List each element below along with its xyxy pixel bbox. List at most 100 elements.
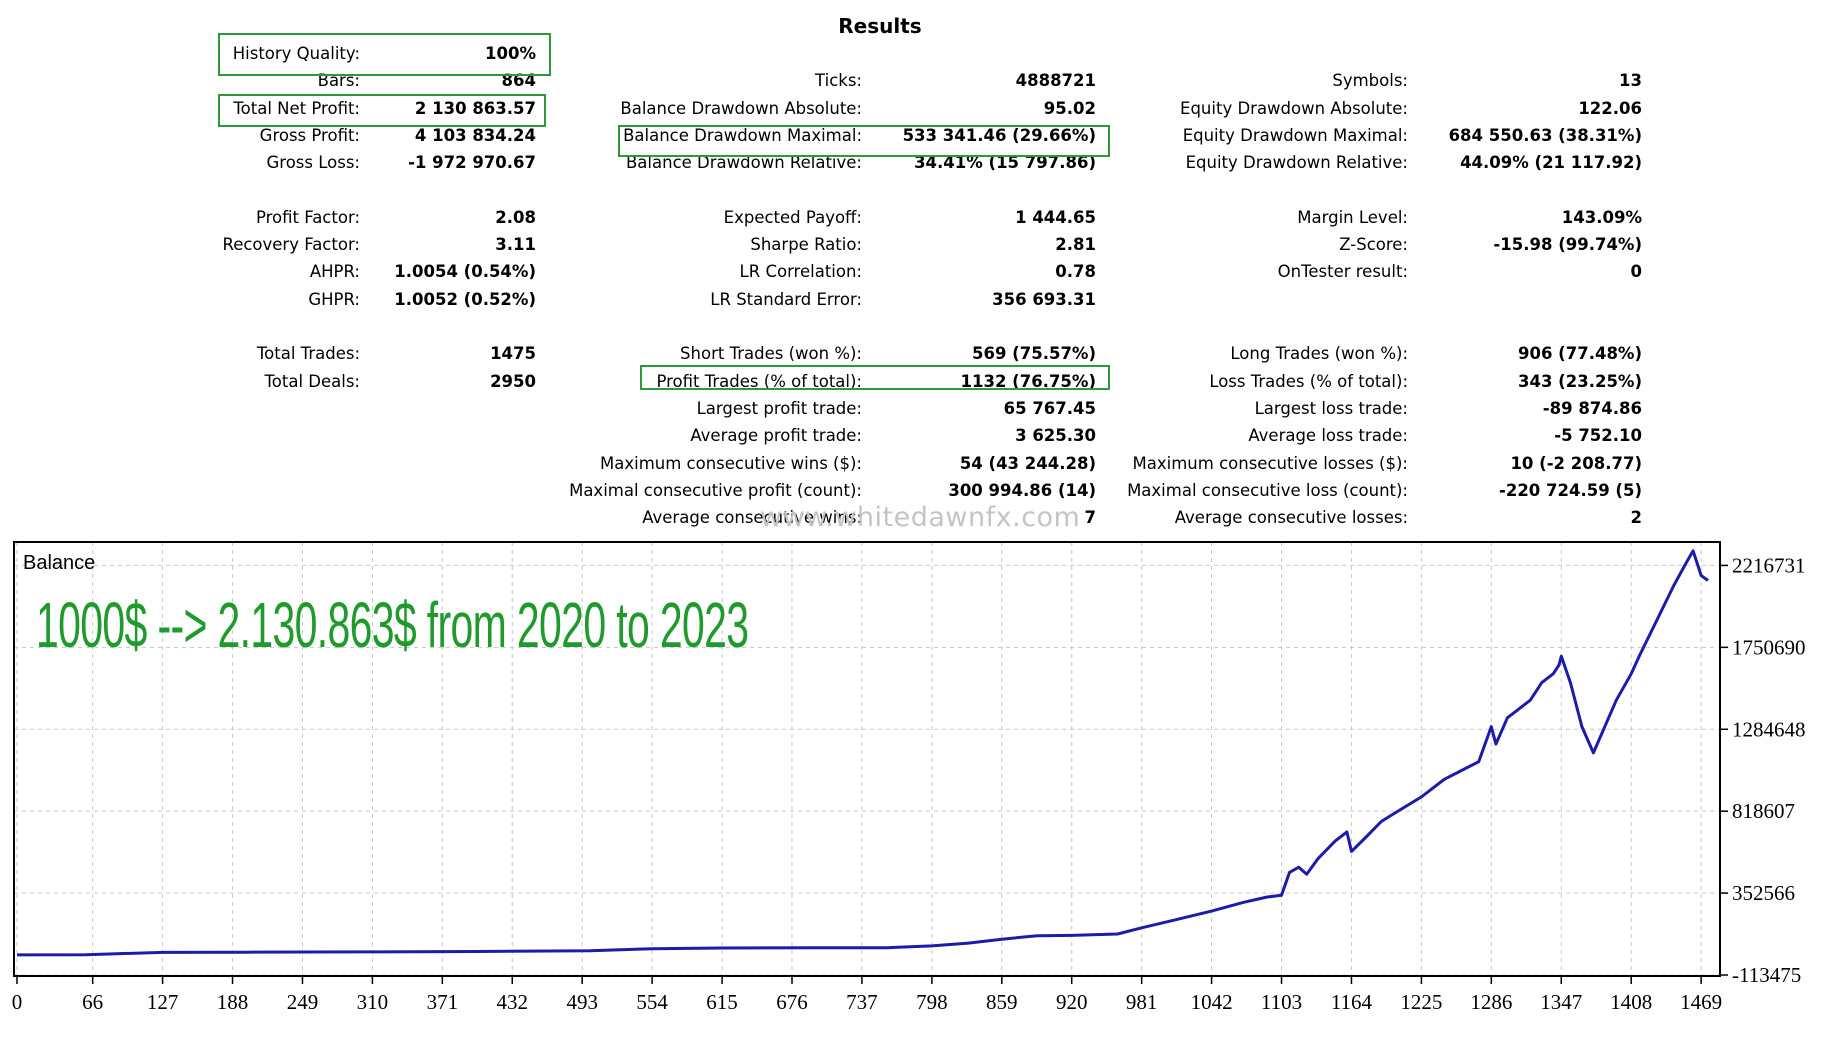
x-tick-label: 981 xyxy=(1126,990,1158,1014)
chart-frame xyxy=(13,541,1721,977)
x-tick-label: 1347 xyxy=(1540,990,1582,1014)
stat-row: Equity Drawdown Relative: 44.09% (21 117.… xyxy=(0,153,1650,180)
stat-label: Gross Profit: xyxy=(259,125,360,145)
stat-label: Equity Drawdown Absolute: xyxy=(1180,98,1408,118)
stat-row: LR Standard Error: 356 693.31 xyxy=(0,290,1100,317)
stat-row: AHPR: 1.0054 (0.54%) xyxy=(0,262,560,289)
x-tick-label: 1225 xyxy=(1400,990,1442,1014)
stat-row: Maximal consecutive profit (count): 300 9… xyxy=(0,481,1100,508)
stat-value: 1.0054 (0.54%) xyxy=(394,262,536,282)
stat-value: 684 550.63 (38.31%) xyxy=(1448,125,1642,145)
x-tick-label: 0 xyxy=(12,990,23,1014)
chart-frame-border xyxy=(13,541,1721,977)
stat-label: Profit Factor: xyxy=(255,207,360,227)
stat-label: Symbols: xyxy=(1332,71,1408,91)
x-tick-label: 554 xyxy=(636,990,668,1014)
stat-value: 2.08 xyxy=(495,207,536,227)
stat-label: OnTester result: xyxy=(1277,262,1408,282)
stat-row: Total Net Profit: 2 130 863.57 xyxy=(0,99,560,126)
balance-chart-svg: -113475 352566 818607 1284648 1750690 2216731… xyxy=(12,541,1806,1014)
stat-value: 7 xyxy=(1084,508,1096,528)
stat-label: Z-Score: xyxy=(1339,235,1408,255)
x-tick-label: 676 xyxy=(776,990,808,1014)
highlight-balance-drawdown-maximal xyxy=(618,125,1110,157)
stat-row: Largest loss trade: -89 874.86 xyxy=(0,399,1650,426)
x-tick-label: 1103 xyxy=(1261,990,1302,1014)
stat-label: Average profit trade: xyxy=(690,426,862,446)
stat-label: Average consecutive wins: xyxy=(642,508,862,528)
x-tick-label: 798 xyxy=(916,990,948,1014)
stat-label: Largest loss trade: xyxy=(1254,398,1408,418)
stat-value: 906 (77.48%) xyxy=(1518,344,1642,364)
stat-value: 2950 xyxy=(490,371,536,391)
stat-row: Maximum consecutive wins ($): 54 (43 244.… xyxy=(0,454,1100,481)
stat-value: 3 625.30 xyxy=(1015,426,1096,446)
stat-row: Average consecutive losses: 2 xyxy=(0,508,1650,535)
stat-label: Balance Drawdown Absolute: xyxy=(620,98,862,118)
stat-row: Average consecutive wins: 7 xyxy=(0,508,1100,535)
stat-label: Loss Trades (% of total): xyxy=(1209,371,1408,391)
stat-label: Average loss trade: xyxy=(1248,426,1408,446)
stat-label: LR Correlation: xyxy=(739,262,862,282)
stat-value: 143.09% xyxy=(1561,207,1642,227)
x-tick-label: 310 xyxy=(357,990,389,1014)
stat-value: 13 xyxy=(1619,71,1642,91)
stat-row: Loss Trades (% of total): 343 (23.25%) xyxy=(0,372,1650,399)
stat-value: 3.11 xyxy=(495,235,536,255)
stat-label: Long Trades (won %): xyxy=(1230,344,1408,364)
stat-value: 2 xyxy=(1630,508,1642,528)
stat-row: Expected Payoff: 1 444.65 xyxy=(0,208,1100,235)
stat-label: Recovery Factor: xyxy=(222,235,360,255)
x-tick-label: 615 xyxy=(706,990,738,1014)
highlight-profit-trades xyxy=(640,365,1110,390)
stat-row: Balance Drawdown Absolute: 95.02 xyxy=(0,99,1100,126)
stat-value: 2 130 863.57 xyxy=(414,98,536,118)
stat-label: Gross Loss: xyxy=(266,153,361,173)
stat-row: Z-Score: -15.98 (99.74%) xyxy=(0,235,1650,262)
stat-row: Ticks: 4888721 xyxy=(0,71,1100,98)
y-tick-label: 818607 xyxy=(1732,799,1795,823)
stat-value: 65 767.45 xyxy=(1003,398,1096,418)
stat-value: 533 341.46 (29.66%) xyxy=(902,125,1096,145)
stat-row: Equity Drawdown Maximal: 684 550.63 (38.3… xyxy=(0,126,1650,153)
stat-value: 864 xyxy=(501,71,536,91)
highlight-total-net-profit xyxy=(218,94,546,127)
stat-row: Short Trades (won %): 569 (75.57%) xyxy=(0,344,1100,371)
stat-value: 1.0052 (0.52%) xyxy=(394,289,536,309)
stat-value: -89 874.86 xyxy=(1542,398,1642,418)
y-tick-label: 1750690 xyxy=(1732,635,1806,659)
y-tick-label: -113475 xyxy=(1732,963,1801,987)
stat-value: -15.98 (99.74%) xyxy=(1493,235,1642,255)
stat-value: 95.02 xyxy=(1043,98,1096,118)
x-tick-label: 432 xyxy=(497,990,529,1014)
stat-row: Gross Loss: -1 972 970.67 xyxy=(0,153,560,180)
x-tick-label: 188 xyxy=(217,990,249,1014)
stat-label: Total Net Profit: xyxy=(233,98,360,118)
stat-value: 1475 xyxy=(490,344,536,364)
stat-row: Bars: 864 xyxy=(0,71,560,98)
x-tick-label: 1469 xyxy=(1680,990,1722,1014)
stat-label: AHPR: xyxy=(309,262,360,282)
stat-row: Total Deals: 2950 xyxy=(0,372,560,399)
balance-line xyxy=(16,549,1709,957)
stat-row: Average profit trade: 3 625.30 xyxy=(0,426,1100,453)
stat-row: Long Trades (won %): 906 (77.48%) xyxy=(0,344,1650,371)
stat-label: Profit Trades (% of total): xyxy=(656,371,862,391)
stat-value: 569 (75.57%) xyxy=(972,344,1096,364)
stat-row: GHPR: 1.0052 (0.52%) xyxy=(0,290,560,317)
stat-value: 0 xyxy=(1630,262,1642,282)
stat-row: History Quality: 100% xyxy=(0,44,560,71)
stat-label: Average consecutive losses: xyxy=(1174,508,1408,528)
stat-value: 2.81 xyxy=(1055,235,1096,255)
stat-label: Short Trades (won %): xyxy=(680,344,862,364)
stat-row: Gross Profit: 4 103 834.24 xyxy=(0,126,560,153)
results-title: Results xyxy=(838,14,922,38)
performance-overlay-text: 1000$ --> 2.130.863$ from 2020 to 2023 xyxy=(36,589,749,661)
stat-label: Maximal consecutive profit (count): xyxy=(569,480,862,500)
stat-value: -1 972 970.67 xyxy=(408,153,536,173)
stat-value: 44.09% (21 117.92) xyxy=(1460,153,1642,173)
stat-row: Largest profit trade: 65 767.45 xyxy=(0,399,1100,426)
stat-label: Balance Drawdown Relative: xyxy=(625,153,862,173)
stat-value: 356 693.31 xyxy=(992,289,1096,309)
